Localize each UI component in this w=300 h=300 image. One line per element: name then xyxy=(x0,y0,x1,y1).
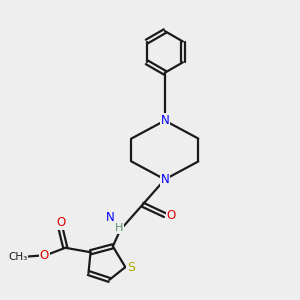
Text: N: N xyxy=(106,211,114,224)
Text: O: O xyxy=(56,216,65,229)
Text: H: H xyxy=(115,224,123,233)
Text: N: N xyxy=(160,114,169,127)
Text: O: O xyxy=(167,208,176,222)
Text: N: N xyxy=(160,173,169,186)
Text: CH₃: CH₃ xyxy=(8,252,28,262)
Text: S: S xyxy=(127,261,135,274)
Text: O: O xyxy=(40,249,49,262)
